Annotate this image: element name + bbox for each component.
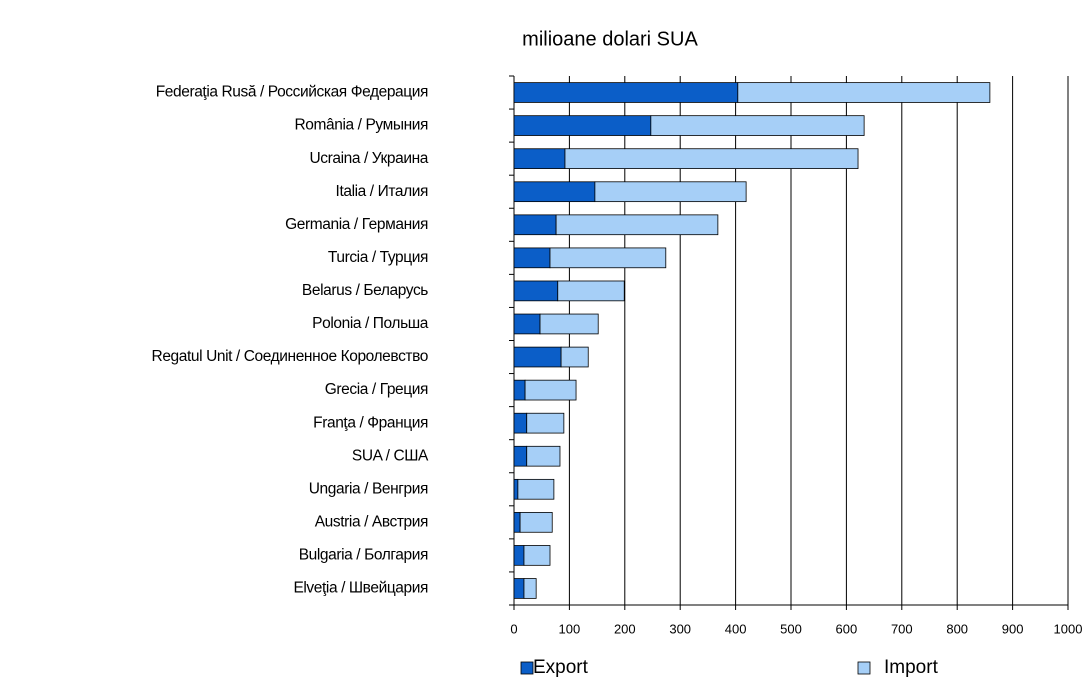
y-tick-label: Austria / Австрия (315, 513, 428, 530)
x-tick-label: 1000 (1054, 621, 1083, 636)
bar-segment (564, 148, 859, 169)
bar-segment (513, 578, 525, 599)
y-tick-label: SUA / США (352, 447, 429, 464)
chart-title: milioane dolari SUA (522, 28, 698, 50)
bar-segment (513, 445, 528, 467)
bar-segment (513, 512, 521, 533)
bar-segment (594, 181, 747, 203)
x-tick-label: 500 (780, 621, 802, 636)
y-tick-label: România / Румыния (295, 117, 428, 134)
legend-label: Import (884, 657, 939, 678)
bar-segment (523, 545, 551, 566)
y-tick-label: Ucraina / Украина (309, 150, 428, 167)
legend-label: Export (533, 657, 589, 678)
y-tick-label: Germania / Германия (285, 216, 428, 233)
x-tick-label: 200 (614, 621, 636, 636)
x-tick-label: 400 (725, 621, 747, 636)
legend-swatch (520, 661, 534, 675)
y-tick-label: Ungaria / Венгрия (309, 480, 428, 497)
bar-segment (526, 412, 565, 434)
bar-segment (513, 412, 528, 434)
y-tick-label: Turcia / Турция (328, 249, 428, 266)
y-tick-label: Franţa / Франция (313, 414, 428, 431)
legend-swatch (857, 661, 871, 675)
y-tick-label: Belarus / Беларусь (302, 282, 428, 299)
bar-segment (524, 379, 577, 401)
y-tick-label: Regatul Unit / Соединенное Королевство (152, 348, 428, 365)
bar-segment (517, 478, 555, 500)
bar-segment (513, 181, 596, 203)
bar-segment (513, 247, 551, 269)
bar-segment (513, 379, 526, 401)
bar-segment (737, 82, 991, 103)
x-tick-label: 600 (836, 621, 858, 636)
bar-segment (549, 247, 667, 269)
bar-segment (539, 313, 599, 335)
bar-segment (650, 115, 865, 136)
y-tick-label: Elveţia / Швейцария (293, 580, 428, 597)
y-tick-label: Italia / Италия (336, 183, 428, 200)
bar-segment (526, 445, 561, 467)
bar-segment (560, 346, 589, 368)
bar-segment (513, 545, 525, 566)
bar-segment (513, 280, 559, 302)
y-tick-label: Federaţia Rusă / Российская Федерация (156, 84, 428, 101)
bar-segment (523, 578, 537, 599)
bar-segment (513, 313, 541, 335)
x-tick-label: 700 (891, 621, 913, 636)
bar-segment (513, 478, 519, 500)
x-tick-label: 900 (1002, 621, 1024, 636)
bar-segment (513, 214, 557, 236)
x-tick-label: 0 (510, 621, 517, 636)
x-tick-label: 100 (559, 621, 581, 636)
y-tick-label: Polonia / Польша (312, 315, 429, 332)
y-tick-label: Grecia / Греция (325, 381, 428, 398)
bar-segment (513, 148, 566, 169)
bar-segment (555, 214, 719, 236)
bar-segment (513, 115, 652, 136)
bar-segment (513, 346, 562, 368)
y-tick-label: Bulgaria / Болгария (299, 547, 428, 564)
x-tick-label: 800 (946, 621, 968, 636)
bar-segment (513, 82, 739, 103)
bar-segment (557, 280, 625, 302)
bar-segment (519, 512, 553, 533)
x-tick-label: 300 (669, 621, 691, 636)
